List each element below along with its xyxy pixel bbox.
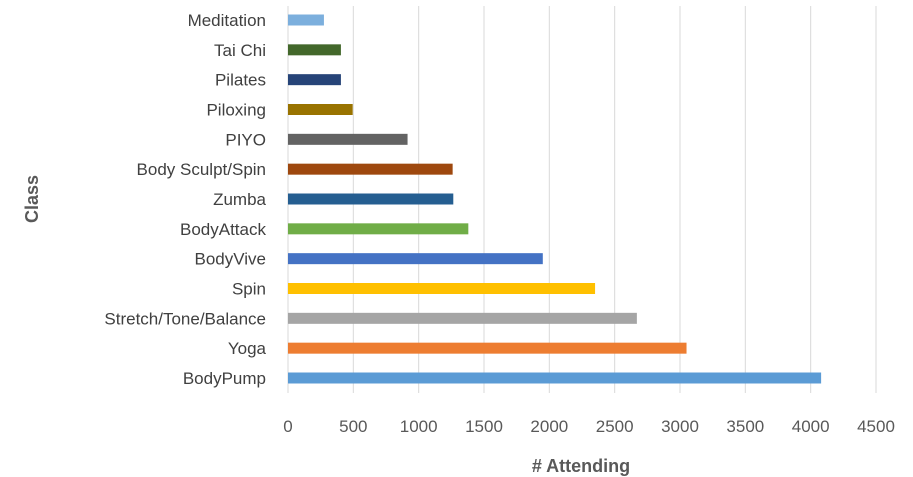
x-tick-label: 0	[283, 417, 292, 436]
bar-zumba	[288, 193, 454, 205]
category-label: Zumba	[213, 190, 266, 209]
x-tick-label: 4500	[857, 417, 895, 436]
category-label: Tai Chi	[214, 41, 266, 60]
bar-piyo	[288, 133, 408, 145]
x-tick-label: 1000	[400, 417, 438, 436]
bar-tai-chi	[288, 44, 341, 56]
bars	[288, 14, 822, 384]
bar-yoga	[288, 342, 687, 354]
category-label: PIYO	[225, 130, 266, 149]
x-tick-label: 4000	[792, 417, 830, 436]
x-tick-label: 3500	[726, 417, 764, 436]
category-label: BodyAttack	[180, 220, 266, 239]
category-label: BodyVive	[194, 250, 266, 269]
bar-stretch-tone-balance	[288, 312, 637, 324]
bar-body-sculpt-spin	[288, 163, 453, 175]
category-label: Pilates	[215, 71, 266, 90]
bar-piloxing	[288, 104, 353, 115]
bar-pilates	[288, 74, 341, 86]
bar-bodyvive	[288, 253, 543, 265]
gridlines	[287, 6, 877, 393]
x-tick-label: 2500	[596, 417, 634, 436]
category-label: Body Sculpt/Spin	[137, 160, 266, 179]
x-tick-label: 2000	[530, 417, 568, 436]
y-axis-title: Class	[22, 175, 42, 223]
category-label: Meditation	[188, 11, 266, 30]
bar-meditation	[288, 14, 324, 26]
x-tick-label: 3000	[661, 417, 699, 436]
bar-spin	[288, 283, 596, 294]
x-axis-title: # Attending	[532, 456, 630, 476]
category-label: BodyPump	[183, 369, 266, 388]
category-labels: BodyPump Yoga Stretch/Tone/Balance Spin Body…	[104, 11, 266, 388]
x-tick-label: 500	[339, 417, 367, 436]
bar-bodyattack	[288, 223, 469, 235]
category-label: Stretch/Tone/Balance	[104, 309, 266, 328]
category-label: Yoga	[228, 339, 267, 358]
category-label: Spin	[232, 280, 266, 299]
x-tick-label: 1500	[465, 417, 503, 436]
category-label: Piloxing	[206, 101, 266, 120]
x-tick-labels: 0 500 1000 1500 2000 2500 3000 3500 4000 4500	[283, 417, 895, 436]
bar-bodypump	[288, 372, 822, 384]
